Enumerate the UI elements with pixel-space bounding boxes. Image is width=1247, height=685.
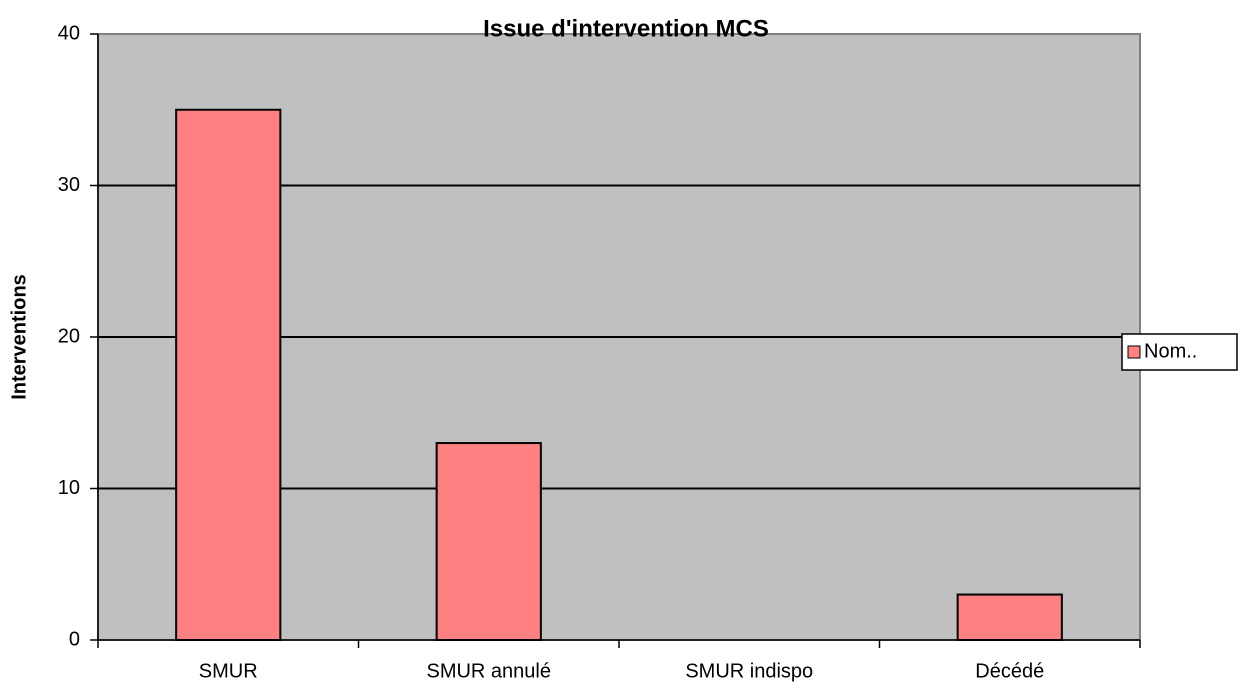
bar	[956, 593, 1063, 641]
bar	[435, 442, 542, 641]
chart-title: Issue d'intervention MCS	[483, 15, 769, 42]
x-tick-label: SMUR indispo	[685, 660, 813, 682]
legend-label: Nom..	[1144, 340, 1197, 362]
x-tick-label: SMUR annulé	[426, 660, 551, 682]
y-tick-label: 40	[58, 22, 80, 44]
y-tick-label: 0	[69, 628, 80, 650]
y-tick-label: 30	[58, 174, 80, 196]
y-axis-label: Interventions	[8, 274, 30, 400]
x-tick-label: SMUR	[199, 660, 258, 682]
bar	[175, 108, 282, 641]
legend-swatch	[1127, 345, 1141, 359]
y-tick-label: 10	[58, 477, 80, 499]
legend	[1121, 333, 1238, 371]
y-tick-label: 20	[58, 325, 80, 347]
x-tick-label: Décédé	[975, 660, 1044, 682]
